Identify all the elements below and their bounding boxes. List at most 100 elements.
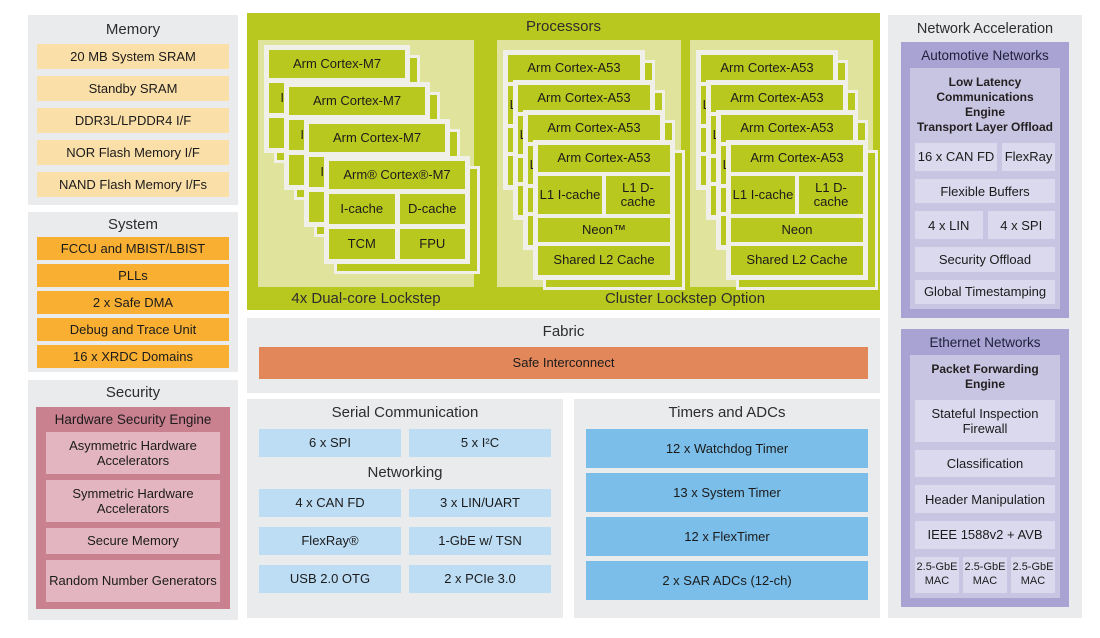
low-latency-engine-header: Low Latency Communications Engine Transp… <box>915 73 1055 135</box>
networking-row: 4 x CAN FD 3 x LIN/UART <box>247 489 563 517</box>
system-timer-block: 13 x System Timer <box>586 473 868 512</box>
system-row: FCCU and MBIST/LBIST <box>37 237 229 260</box>
memory-row: 20 MB System SRAM <box>37 44 229 69</box>
mac-row: 2.5-GbE MAC 2.5-GbE MAC 2.5-GbE MAC <box>915 557 1055 594</box>
ieee-1588-avb-block: IEEE 1588v2 + AVB <box>915 521 1055 550</box>
a53-core-label: Arm Cortex-A53 <box>711 85 843 112</box>
hardware-security-engine-label: Hardware Security Engine <box>54 411 212 427</box>
l1-icache-block: L1 I-cache <box>731 176 795 214</box>
memory-panel: Memory 20 MB System SRAM Standby SRAM DD… <box>28 15 238 205</box>
watchdog-timer-block: 12 x Watchdog Timer <box>586 429 868 468</box>
mac-line: 2.5-GbE <box>916 561 958 574</box>
a53-cluster-caption: Cluster Lockstep Option <box>604 290 766 307</box>
fabric-title: Fabric <box>542 323 585 340</box>
packet-forwarding-engine-header: Packet Forwarding Engine <box>915 360 1055 392</box>
a53-core-card-front: Arm Cortex-A53 L1 I-cache L1 D-cache Neon… <box>533 140 685 290</box>
m7-core-label: Arm Cortex-M7 <box>289 87 425 115</box>
memory-title: Memory <box>105 21 161 38</box>
tcm-block: TCM <box>329 229 395 259</box>
gbe-mac-block: 2.5-GbE MAC <box>1011 557 1055 594</box>
memory-row: NOR Flash Memory I/F <box>37 140 229 165</box>
serial-row: 6 x SPI 5 x I²C <box>247 429 563 457</box>
security-row: Random Number Generators <box>46 560 220 602</box>
mac-line: MAC <box>924 575 950 588</box>
system-row: PLLs <box>37 264 229 287</box>
header-line: Transport Layer Offload <box>916 120 1054 134</box>
a53-core-label: Arm Cortex-A53 <box>538 145 670 172</box>
a53-core-label: Arm Cortex-A53 <box>701 55 833 82</box>
mac-line: 2.5-GbE <box>1012 561 1054 574</box>
header-line: Low Latency <box>948 75 1022 89</box>
safe-interconnect-bar: Safe Interconnect <box>259 347 868 379</box>
system-title: System <box>107 216 158 233</box>
header-line: Communications Engine <box>936 90 1034 119</box>
dcache-block: D-cache <box>399 194 465 224</box>
gbe-tsn-block: 1-GbE w/ TSN <box>409 527 551 555</box>
timers-title: Timers and ADCs <box>668 404 786 421</box>
processors-title: Processors <box>525 18 602 35</box>
stateful-firewall-block: Stateful Inspection Firewall <box>915 400 1055 442</box>
can-fd-block: 16 x CAN FD <box>915 143 998 171</box>
timers-panel: Timers and ADCs 12 x Watchdog Timer 13 x… <box>574 399 880 618</box>
lin-spi-row: 4 x LIN 4 x SPI <box>915 211 1055 240</box>
memory-row: Standby SRAM <box>37 76 229 101</box>
memory-row: DDR3L/LPDDR4 I/F <box>37 108 229 133</box>
security-offload-block: Security Offload <box>915 247 1055 272</box>
ethernet-inner-box: Packet Forwarding Engine Stateful Inspec… <box>910 355 1060 598</box>
networking-row: USB 2.0 OTG 2 x PCIe 3.0 <box>247 565 563 593</box>
system-panel: System FCCU and MBIST/LBIST PLLs 2 x Saf… <box>28 212 238 372</box>
flexible-buffers-block: Flexible Buffers <box>915 179 1055 204</box>
security-row: Asymmetric Hardware Accelerators <box>46 432 220 474</box>
header-line: Packet Forwarding <box>931 362 1039 376</box>
m7-core-label: Arm® Cortex®-M7 <box>329 161 465 189</box>
l1-dcache-block: L1 D-cache <box>799 176 863 214</box>
sar-adc-block: 2 x SAR ADCs (12-ch) <box>586 561 868 600</box>
fabric-panel: Fabric Safe Interconnect <box>247 318 880 393</box>
fpu-block: FPU <box>399 229 465 259</box>
usb-otg-block: USB 2.0 OTG <box>259 565 401 593</box>
lin-block: 4 x LIN <box>915 211 983 240</box>
a53-core-label: Arm Cortex-A53 <box>731 145 863 172</box>
system-row: 2 x Safe DMA <box>37 291 229 314</box>
a53-core-label: Arm Cortex-A53 <box>721 115 853 142</box>
shared-l2-block: Shared L2 Cache <box>731 246 863 275</box>
security-panel: Security Hardware Security Engine Asymme… <box>28 380 238 620</box>
ethernet-networks-box: Ethernet Networks Packet Forwarding Engi… <box>901 329 1069 607</box>
m7-card-body: Arm® Cortex®-M7 I-cache D-cache TCM FPU <box>324 156 470 264</box>
m7-core-label: Arm Cortex-M7 <box>269 50 405 78</box>
flexray-block: FlexRay® <box>259 527 401 555</box>
spi-block: 6 x SPI <box>259 429 401 457</box>
networking-title: Networking <box>367 464 443 481</box>
neon-block: Neon™ <box>538 218 670 242</box>
hardware-security-engine-box: Hardware Security Engine Asymmetric Hard… <box>36 407 230 609</box>
header-manipulation-block: Header Manipulation <box>915 485 1055 514</box>
m7-cluster-caption: 4x Dual-core Lockstep <box>291 290 441 307</box>
automotive-networks-box: Automotive Networks Low Latency Communic… <box>901 42 1069 318</box>
mac-line: MAC <box>972 575 998 588</box>
gbe-mac-block: 2.5-GbE MAC <box>963 557 1007 594</box>
memory-row: NAND Flash Memory I/Fs <box>37 172 229 197</box>
system-rows: FCCU and MBIST/LBIST PLLs 2 x Safe DMA D… <box>28 233 238 368</box>
serial-panel: Serial Communication 6 x SPI 5 x I²C Net… <box>247 399 563 618</box>
a53-core-label: Arm Cortex-A53 <box>528 115 660 142</box>
l1-dcache-block: L1 D-cache <box>606 176 670 214</box>
ethernet-networks-title: Ethernet Networks <box>929 334 1041 350</box>
canfd-block: 4 x CAN FD <box>259 489 401 517</box>
memory-rows: 20 MB System SRAM Standby SRAM DDR3L/LPD… <box>28 38 238 197</box>
gbe-mac-block: 2.5-GbE MAC <box>915 557 959 594</box>
a53-core-label: Arm Cortex-A53 <box>508 55 640 82</box>
security-row: Secure Memory <box>46 528 220 554</box>
flextimer-block: 12 x FlexTimer <box>586 517 868 556</box>
security-rows: Asymmetric Hardware Accelerators Symmetr… <box>36 432 230 602</box>
automotive-networks-title: Automotive Networks <box>921 47 1049 63</box>
i2c-block: 5 x I²C <box>409 429 551 457</box>
a53-core-card-front: Arm Cortex-A53 L1 I-cache L1 D-cache Neon… <box>726 140 878 290</box>
global-timestamping-block: Global Timestamping <box>915 279 1055 304</box>
network-acceleration-title: Network Acceleration <box>916 21 1054 37</box>
system-row: 16 x XRDC Domains <box>37 345 229 368</box>
